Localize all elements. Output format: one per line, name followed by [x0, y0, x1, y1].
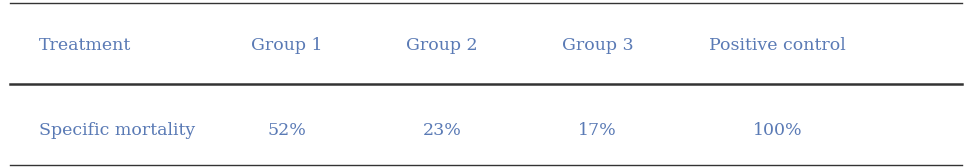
Text: 100%: 100% — [752, 122, 803, 139]
Text: Treatment: Treatment — [39, 37, 131, 54]
Text: Group 3: Group 3 — [562, 37, 634, 54]
Text: Positive control: Positive control — [710, 37, 846, 54]
Text: Group 2: Group 2 — [406, 37, 478, 54]
Text: 52%: 52% — [267, 122, 306, 139]
Text: 17%: 17% — [578, 122, 617, 139]
Text: Group 1: Group 1 — [251, 37, 323, 54]
Text: 23%: 23% — [423, 122, 462, 139]
Text: Specific mortality: Specific mortality — [39, 122, 195, 139]
